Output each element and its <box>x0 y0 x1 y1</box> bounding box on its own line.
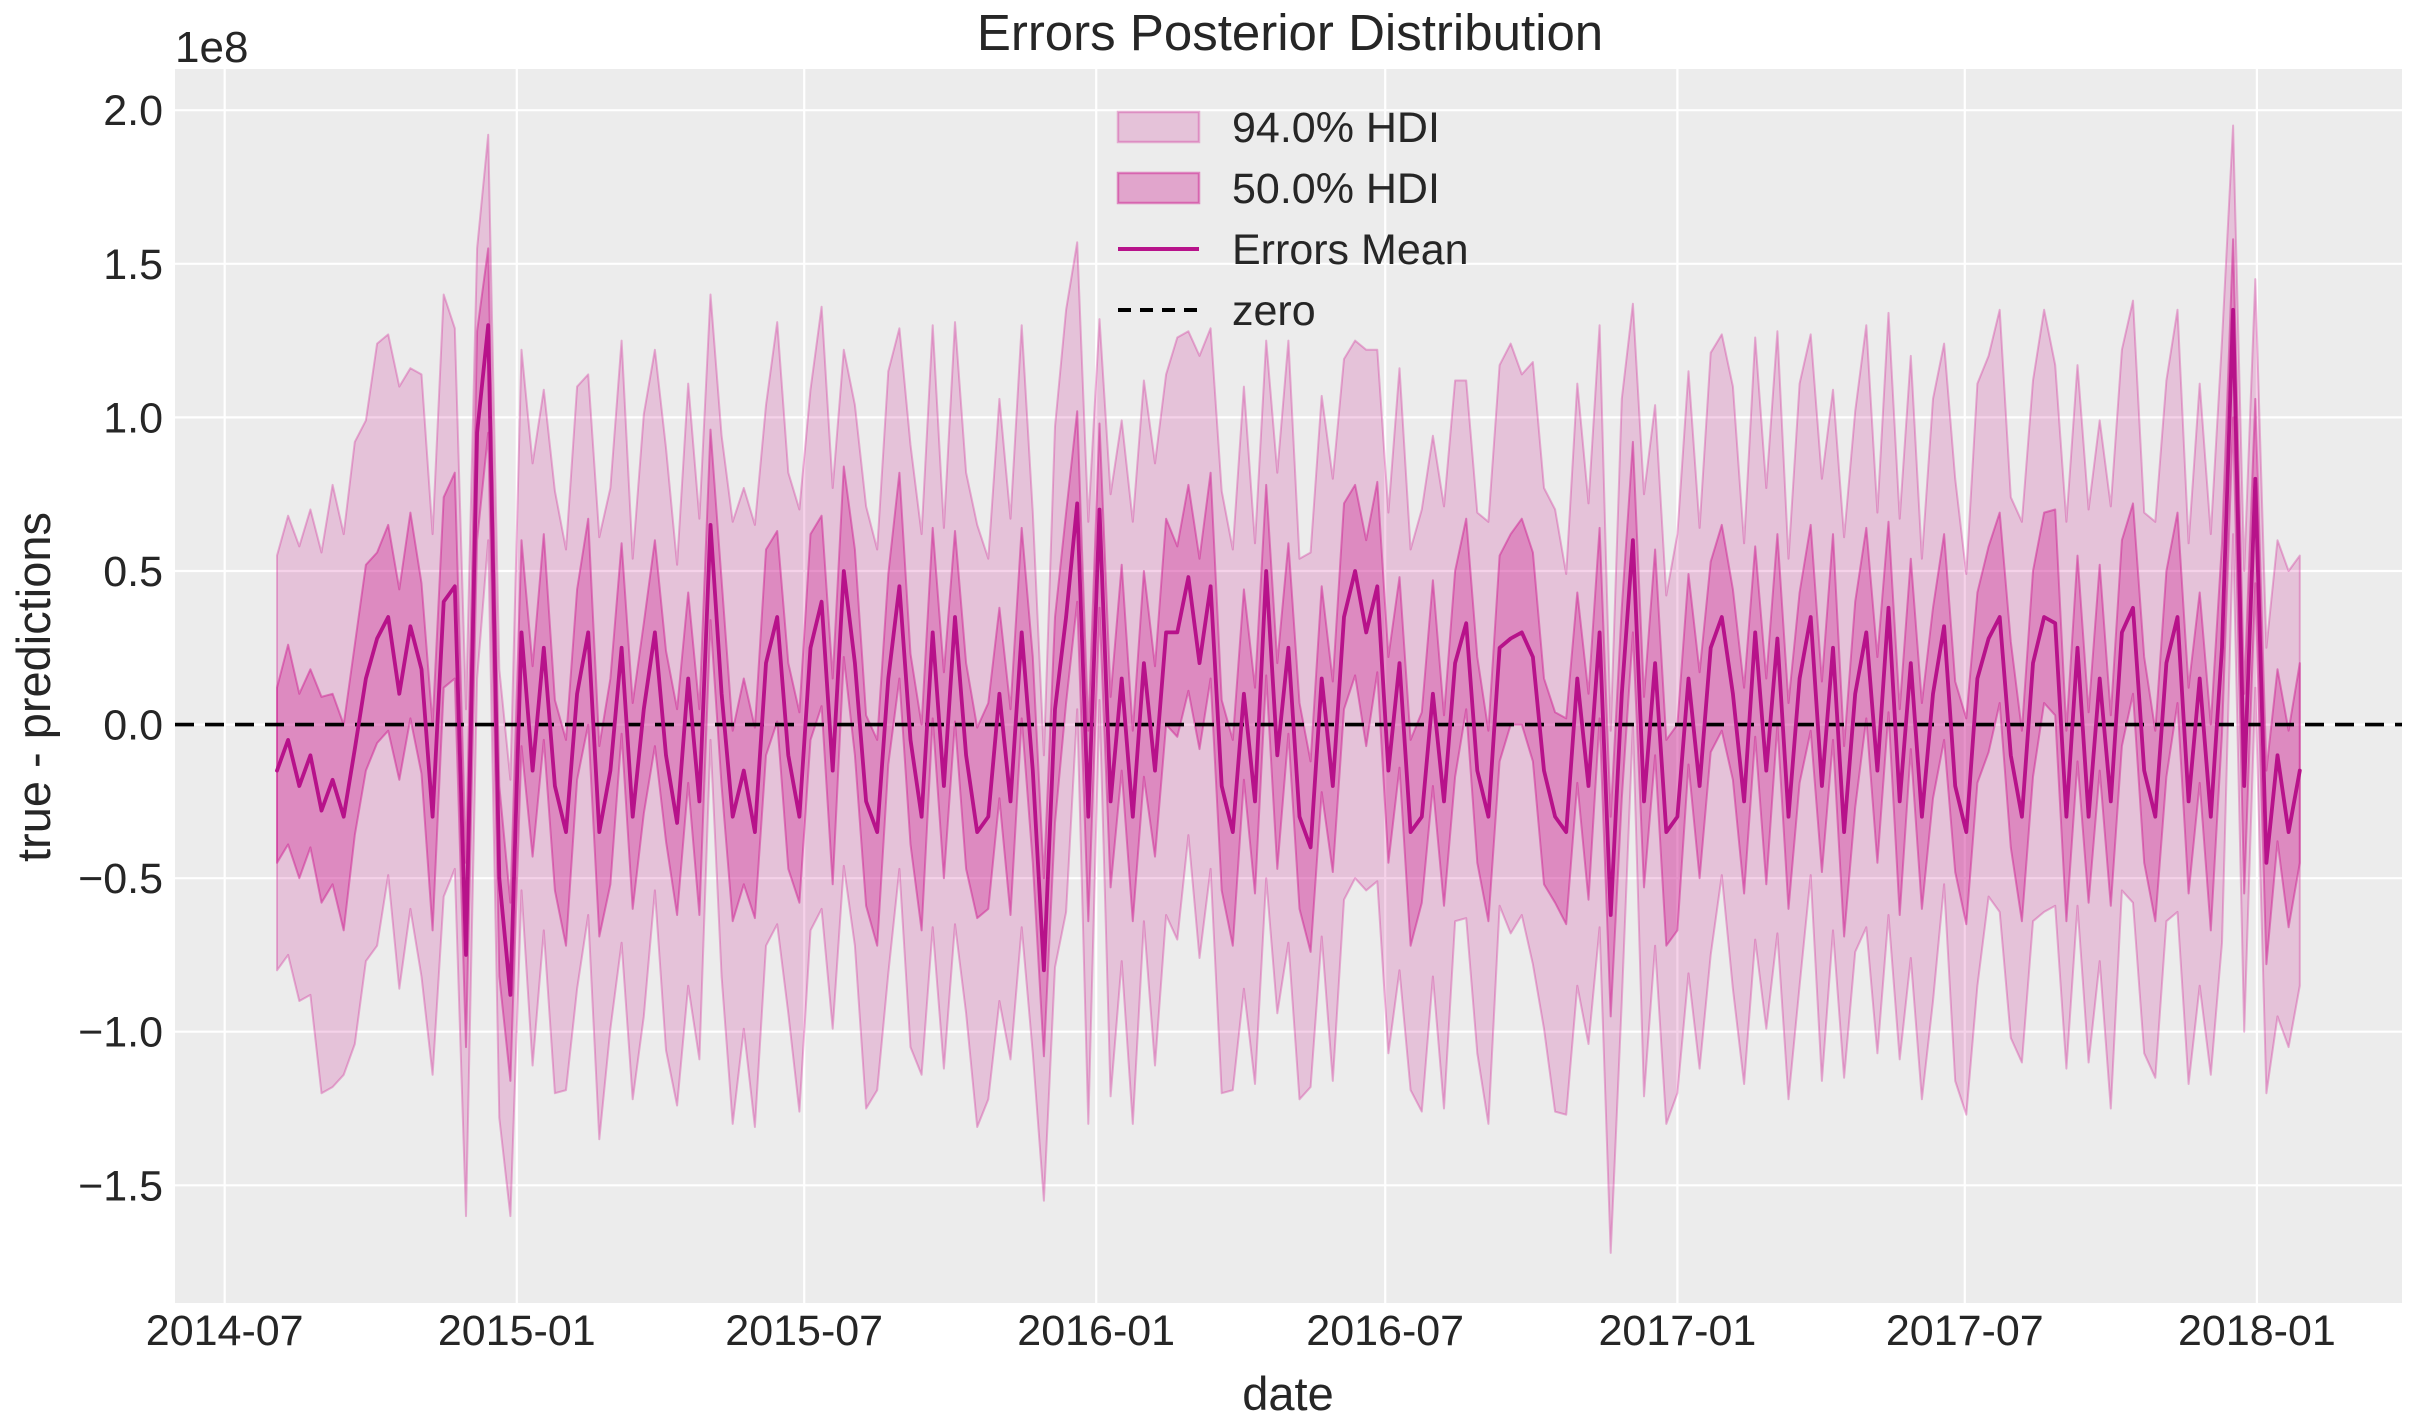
legend-label-zero: zero <box>1232 287 1316 335</box>
legend-patch-94-hdi-swatch <box>1116 110 1201 144</box>
legend: 94.0% HDI 50.0% HDI Errors Mean zero <box>1116 104 1469 335</box>
legend-label-94-hdi: 94.0% HDI <box>1232 104 1440 152</box>
tick-labels-layer: −1.5 −1.0 −0.5 0.0 0.5 1.0 1.5 2.0 2014-07 2015-0… <box>78 87 2336 1355</box>
x-tick-label: 2016-07 <box>1306 1307 1464 1355</box>
mean-line-layer <box>275 307 2302 997</box>
hdi-94-layer <box>276 124 2301 1254</box>
x-axis-label: date <box>1242 1367 1333 1420</box>
legend-label-50-hdi: 50.0% HDI <box>1232 165 1440 213</box>
y-tick-label: 2.0 <box>103 87 163 135</box>
legend-patch-50-hdi-swatch <box>1116 171 1201 205</box>
x-tick-label: 2017-07 <box>1886 1307 2044 1355</box>
y-offset-label: 1e8 <box>175 23 248 72</box>
y-tick-label: −1.0 <box>78 1009 163 1057</box>
y-axis-label: true - predictions <box>7 512 60 862</box>
y-tick-label: 1.0 <box>103 394 163 442</box>
hdi-94-band <box>276 124 2301 1254</box>
x-tick-label: 2016-01 <box>1017 1307 1175 1355</box>
y-tick-label: −1.5 <box>78 1162 163 1210</box>
legend-label-errors-mean: Errors Mean <box>1232 226 1469 274</box>
x-tick-label: 2018-01 <box>2178 1307 2336 1355</box>
errors-mean-line <box>275 307 2302 997</box>
x-tick-label: 2015-07 <box>725 1307 883 1355</box>
x-tick-label: 2017-01 <box>1598 1307 1756 1355</box>
grid-layer <box>175 69 2402 1303</box>
y-tick-label: 0.5 <box>103 548 163 596</box>
x-tick-label: 2014-07 <box>146 1307 304 1355</box>
x-tick-label: 2015-01 <box>438 1307 596 1355</box>
y-tick-label: 1.5 <box>103 241 163 289</box>
y-tick-label: −0.5 <box>78 855 163 903</box>
y-tick-label: 0.0 <box>103 702 163 750</box>
chart-title: Errors Posterior Distribution <box>977 4 1603 61</box>
